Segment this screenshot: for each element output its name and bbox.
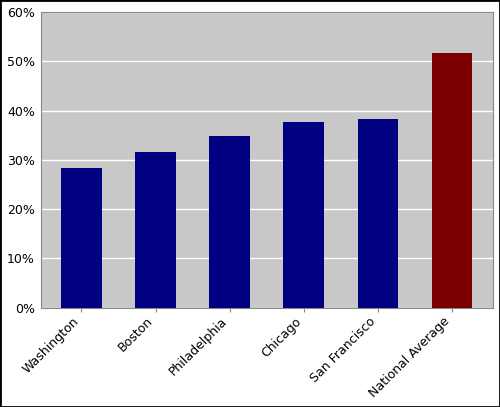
Bar	[358, 119, 399, 308]
Bar	[432, 53, 472, 308]
Bar	[210, 136, 250, 308]
Bar	[61, 168, 102, 308]
Bar	[284, 123, 324, 308]
Bar	[135, 153, 176, 308]
